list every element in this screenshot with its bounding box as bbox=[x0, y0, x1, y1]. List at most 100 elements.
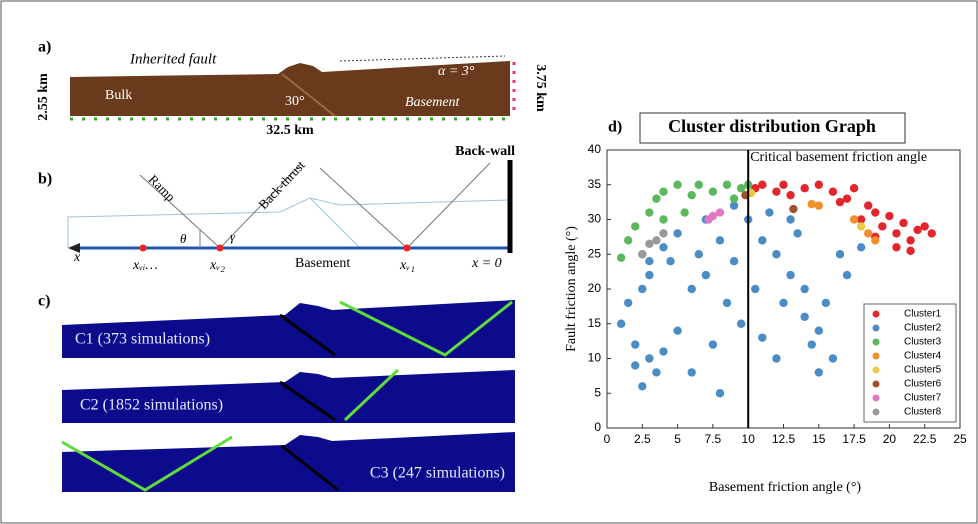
legend-label: Cluster7 bbox=[904, 393, 942, 404]
point bbox=[758, 236, 767, 245]
point bbox=[800, 284, 809, 294]
x-tick-label: 20 bbox=[883, 432, 897, 446]
point bbox=[772, 187, 781, 196]
arrow bbox=[68, 243, 80, 253]
y-tick-label: 20 bbox=[588, 281, 602, 295]
surface bbox=[67, 197, 511, 248]
point bbox=[645, 257, 654, 266]
x-tick-label: 12.5 bbox=[772, 432, 796, 446]
x-axis-label: Basement friction angle (°) bbox=[709, 480, 861, 495]
legend-marker bbox=[872, 338, 880, 346]
point bbox=[673, 326, 682, 335]
thrust-line bbox=[219, 164, 301, 249]
point bbox=[793, 229, 802, 238]
point bbox=[800, 312, 809, 321]
point bbox=[864, 229, 873, 238]
point bbox=[638, 284, 647, 294]
fault bbox=[279, 380, 336, 422]
point bbox=[814, 201, 823, 210]
point bbox=[772, 354, 781, 363]
point bbox=[842, 270, 852, 280]
y-tick-label: 0 bbox=[594, 420, 601, 434]
point bbox=[913, 225, 922, 235]
y-tick-label: 30 bbox=[588, 212, 602, 226]
x-tick-label: 10 bbox=[742, 432, 756, 446]
label: γ bbox=[230, 229, 236, 244]
label: Back-wall bbox=[455, 144, 515, 159]
fault bbox=[281, 444, 339, 492]
point bbox=[708, 211, 718, 221]
vertex bbox=[403, 244, 411, 252]
point bbox=[871, 236, 880, 245]
label: xᵥ₂ bbox=[209, 258, 225, 273]
point bbox=[673, 180, 682, 189]
point bbox=[722, 298, 732, 308]
point bbox=[786, 215, 795, 224]
point bbox=[765, 208, 774, 217]
panel-letter: b) bbox=[38, 171, 52, 188]
legend-marker bbox=[872, 380, 880, 388]
point bbox=[631, 340, 640, 349]
point bbox=[652, 368, 661, 377]
label: C1 (373 simulations) bbox=[75, 331, 210, 348]
label: Bulk bbox=[105, 88, 132, 103]
legend-marker bbox=[872, 408, 880, 416]
point bbox=[687, 190, 696, 200]
point bbox=[906, 236, 915, 245]
sim-strip bbox=[62, 370, 515, 423]
legend-marker bbox=[872, 394, 880, 402]
point bbox=[616, 319, 626, 328]
legend-label: Cluster6 bbox=[904, 379, 942, 390]
panel-letter: c) bbox=[38, 293, 50, 310]
panel-c: c) C1 (373 simulations) C2 (1852 simulat… bbox=[38, 293, 515, 492]
point bbox=[892, 229, 901, 238]
label: Basement bbox=[405, 95, 461, 110]
point bbox=[687, 284, 696, 294]
point bbox=[758, 180, 767, 189]
sim-strip bbox=[62, 432, 515, 492]
sim-strip bbox=[62, 300, 515, 358]
point bbox=[899, 218, 908, 228]
y-tick-label: 15 bbox=[588, 316, 602, 330]
label: xᵥᵢ… bbox=[132, 258, 158, 273]
point bbox=[856, 222, 866, 231]
point bbox=[729, 194, 739, 203]
point bbox=[715, 389, 725, 398]
x-tick-label: 25 bbox=[953, 432, 967, 446]
point bbox=[758, 333, 767, 342]
point bbox=[631, 222, 640, 231]
model-body bbox=[70, 61, 510, 116]
x-tick-label: 2.5 bbox=[634, 432, 651, 446]
point bbox=[659, 229, 668, 238]
chart-title: Cluster distribution Graph bbox=[668, 116, 876, 136]
point bbox=[673, 229, 682, 238]
point bbox=[659, 347, 668, 356]
point bbox=[701, 270, 711, 280]
legend-label: Cluster2 bbox=[904, 323, 942, 334]
y-axis-label: Fault friction angle (°) bbox=[564, 226, 579, 352]
y-tick-label: 25 bbox=[588, 246, 602, 260]
point bbox=[920, 222, 929, 231]
legend-marker bbox=[872, 310, 880, 318]
point bbox=[807, 340, 816, 349]
label: x bbox=[73, 250, 81, 265]
panel-a: a) Inherited fault Bulk 30° Basement α =… bbox=[36, 39, 548, 139]
label: 30° bbox=[285, 94, 305, 109]
point bbox=[652, 194, 661, 203]
point bbox=[772, 250, 781, 259]
label: θ bbox=[180, 231, 187, 246]
legend-label: Cluster5 bbox=[904, 365, 942, 376]
point bbox=[849, 184, 859, 193]
label: α = 3° bbox=[438, 64, 475, 79]
point bbox=[786, 270, 795, 280]
panel-letter: a) bbox=[38, 39, 51, 56]
x-tick-label: 22.5 bbox=[913, 432, 937, 446]
point bbox=[856, 215, 866, 224]
point bbox=[638, 382, 647, 391]
point bbox=[927, 229, 936, 238]
ramp-line bbox=[139, 174, 221, 249]
label: x = 0 bbox=[471, 256, 502, 271]
label: 3.75 km bbox=[533, 64, 548, 112]
vertex bbox=[216, 244, 224, 252]
legend-label: Cluster3 bbox=[904, 337, 942, 348]
